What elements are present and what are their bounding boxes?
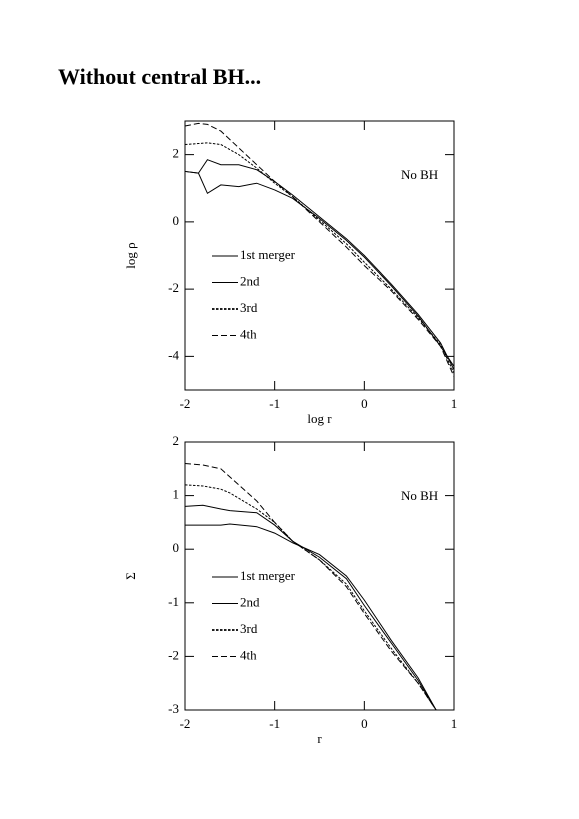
annotation: No BH <box>401 167 438 182</box>
series-line <box>184 170 455 367</box>
series-line <box>184 122 455 377</box>
x-tick-label: 1 <box>451 396 458 411</box>
y-tick-label: 2 <box>173 146 180 161</box>
y-tick-label: 0 <box>173 213 180 228</box>
series-line <box>184 142 455 374</box>
series-line <box>184 484 437 711</box>
plot-frame <box>184 120 455 391</box>
legend-label: 1st merger <box>240 247 296 262</box>
y-axis-label: Σ <box>123 572 138 580</box>
y-tick-label: -3 <box>168 701 179 716</box>
x-axis-label: log r <box>307 411 332 426</box>
annotation: No BH <box>401 488 438 503</box>
y-tick-label: -1 <box>168 594 179 609</box>
plot-frame <box>184 441 455 711</box>
x-tick-label: 0 <box>361 716 368 731</box>
y-axis-label: log ρ <box>123 242 138 268</box>
y-tick-label: 2 <box>173 433 180 448</box>
y-tick-label: -4 <box>168 347 179 362</box>
legend-label: 2nd <box>240 273 260 288</box>
legend-label: 1st merger <box>240 568 296 583</box>
series-line <box>185 523 437 711</box>
legend-label: 3rd <box>240 300 258 315</box>
x-tick-label: -2 <box>180 716 191 731</box>
y-tick-label: 0 <box>173 540 180 555</box>
legend-label: 4th <box>240 326 257 341</box>
x-tick-label: 1 <box>451 716 458 731</box>
series-line <box>184 504 437 711</box>
y-tick-label: -2 <box>168 647 179 662</box>
legend-label: 2nd <box>240 594 260 609</box>
heading: Without central BH... <box>58 64 261 89</box>
series-line <box>184 462 437 711</box>
x-tick-label: -1 <box>269 396 280 411</box>
y-tick-label: -2 <box>168 280 179 295</box>
x-axis-label: r <box>317 731 322 746</box>
x-tick-label: 0 <box>361 396 368 411</box>
legend-label: 4th <box>240 647 257 662</box>
x-tick-label: -2 <box>180 396 191 411</box>
y-tick-label: 1 <box>173 487 180 502</box>
x-tick-label: -1 <box>269 716 280 731</box>
series-line <box>184 159 455 371</box>
legend-label: 3rd <box>240 621 258 636</box>
